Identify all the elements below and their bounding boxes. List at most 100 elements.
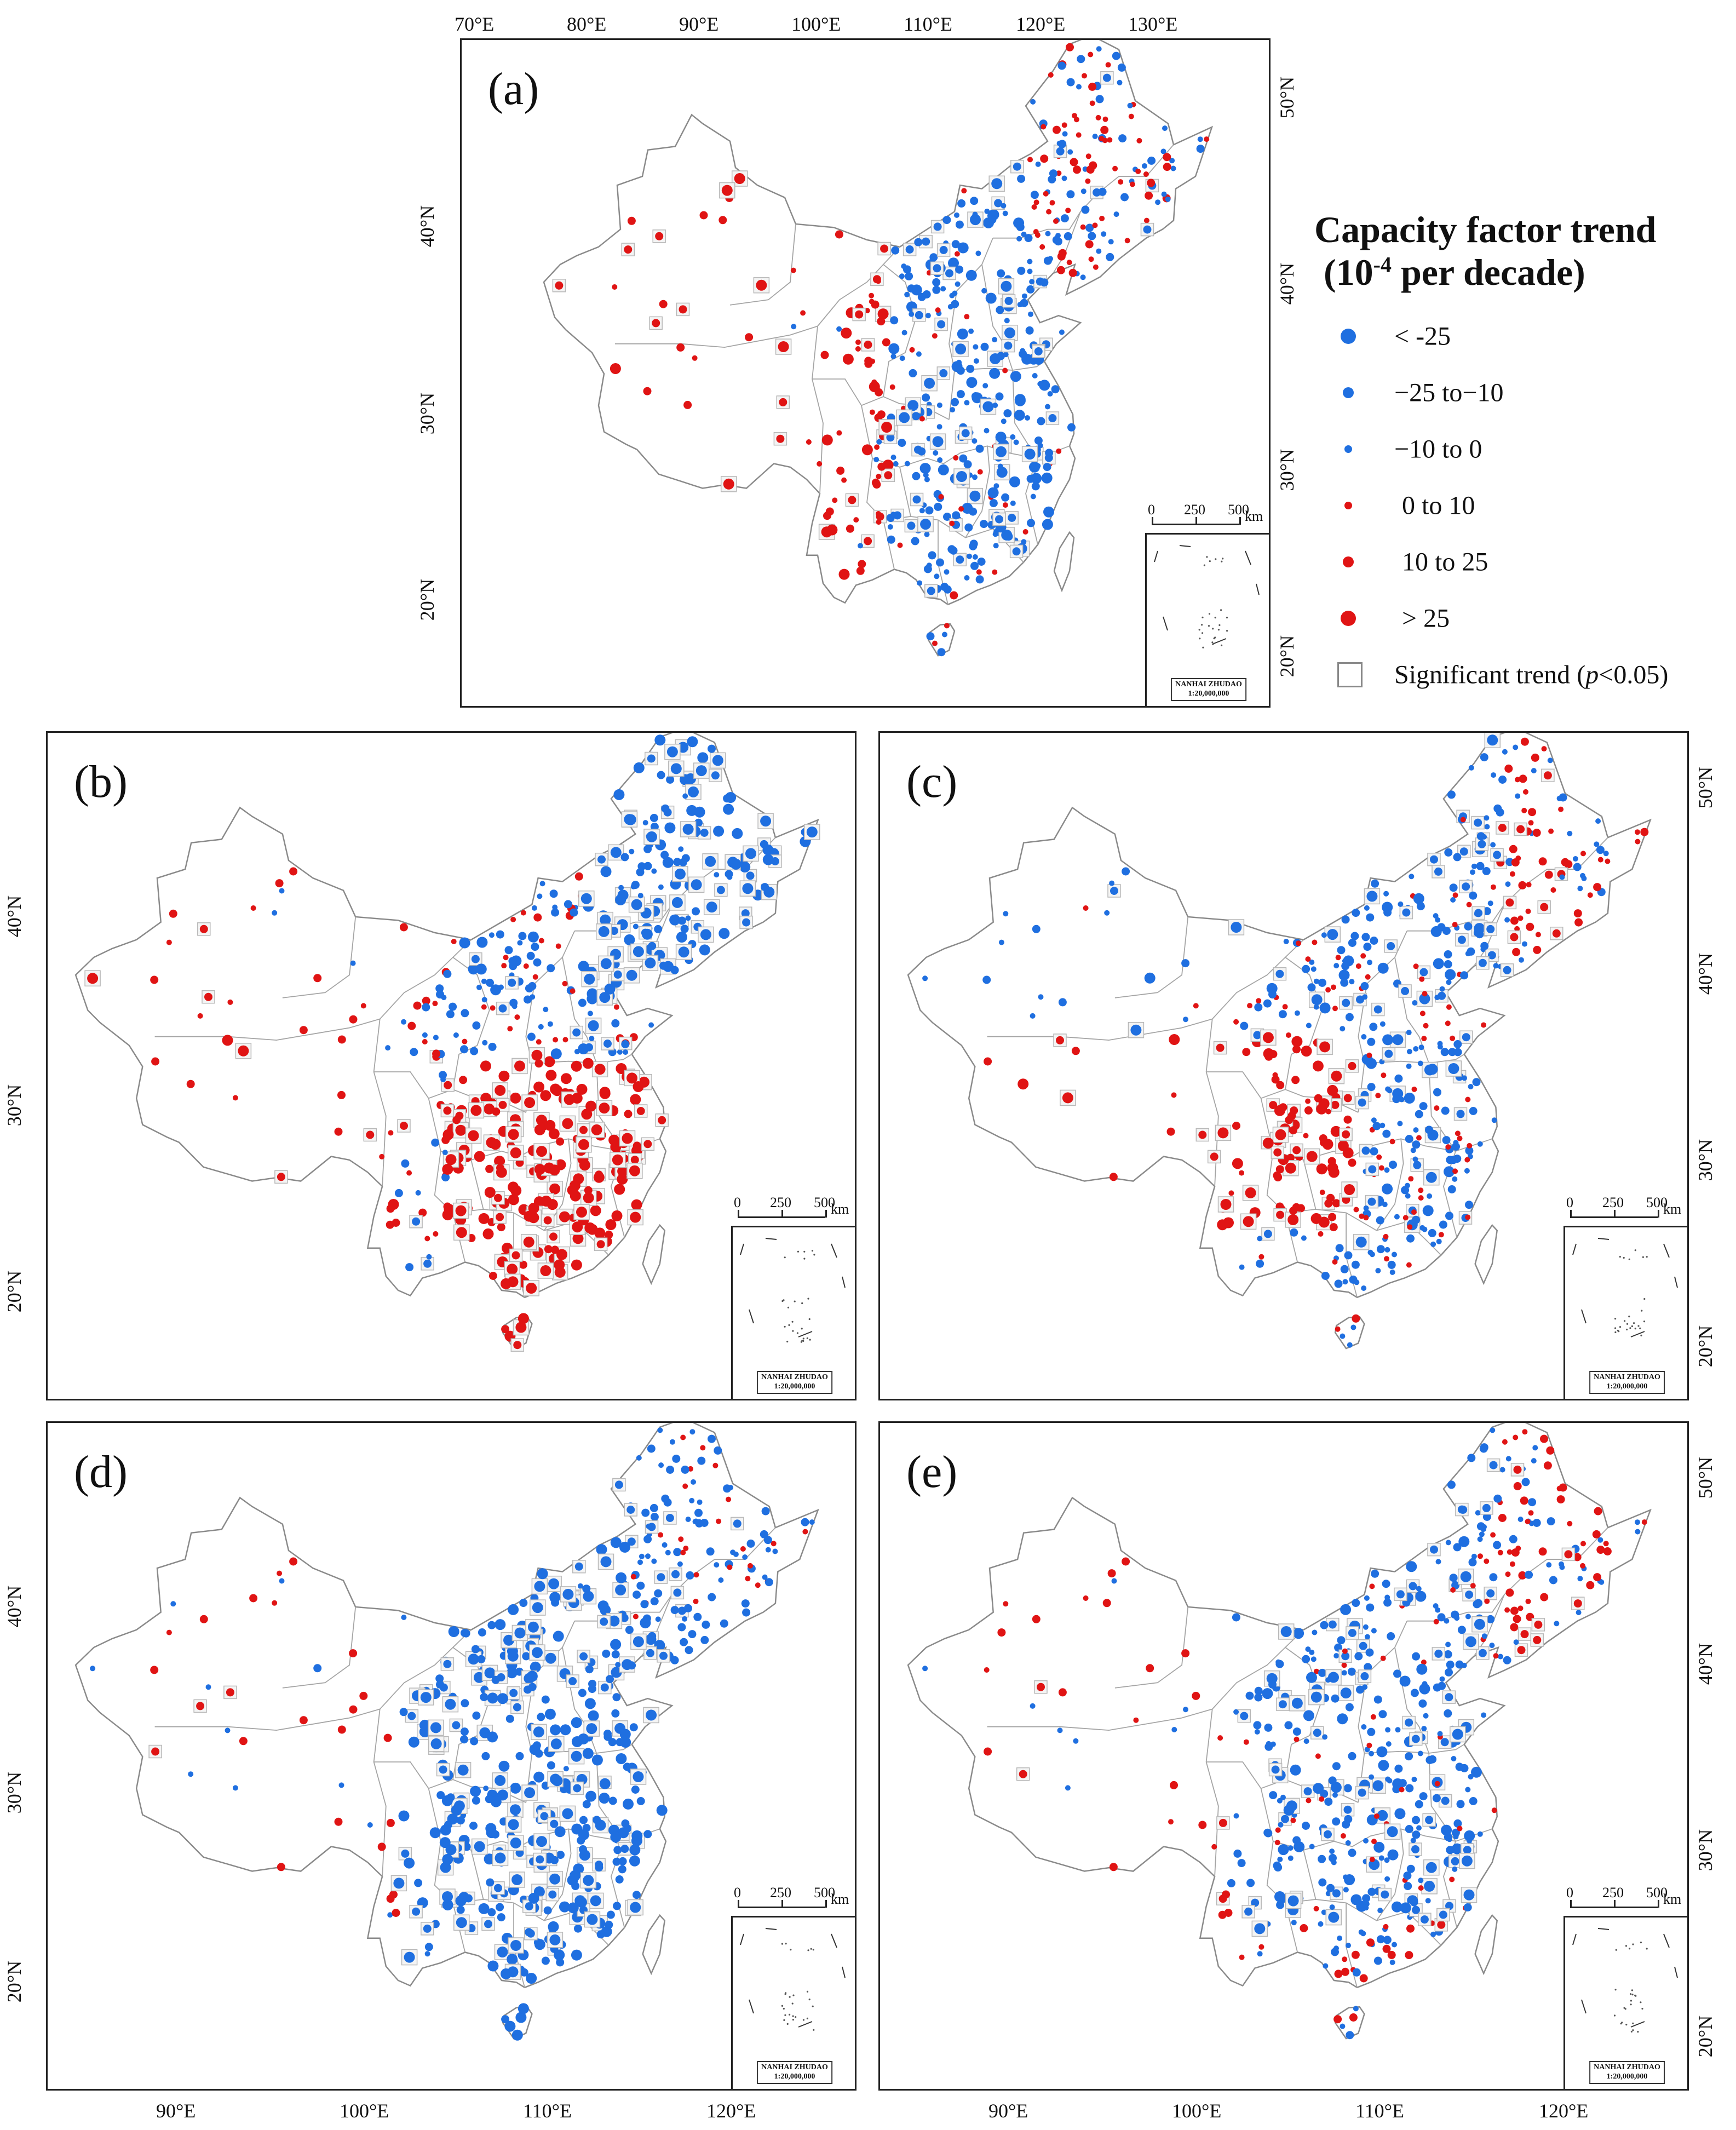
- station-dot: [435, 984, 444, 993]
- station-dot: [1493, 804, 1502, 813]
- station-dot: [1270, 1741, 1276, 1747]
- station-dot: [1378, 1855, 1384, 1861]
- station-dot: [1211, 1844, 1217, 1850]
- station-dot: [1535, 932, 1541, 938]
- station-dot: [911, 537, 919, 546]
- station-dot: [442, 1163, 453, 1175]
- inset-caption-e: NANHAI ZHUDAO 1:20,000,000: [1589, 2061, 1665, 2084]
- station-dot: [650, 1513, 659, 1521]
- station-dot: [1489, 1573, 1498, 1582]
- station-dot: [204, 992, 212, 1001]
- station-dot: [540, 1265, 551, 1276]
- station-dot: [726, 1496, 732, 1502]
- station-dot: [1302, 964, 1310, 973]
- station-dot: [938, 494, 944, 500]
- scalebar-label: 250: [1184, 502, 1205, 518]
- station-dot: [1232, 1158, 1243, 1169]
- station-dot: [1383, 1936, 1392, 1944]
- station-dot: [1370, 937, 1378, 945]
- station-dot: [1517, 915, 1524, 921]
- station-dot: [711, 771, 720, 780]
- station-dot: [1361, 1724, 1367, 1730]
- station-dot: [842, 353, 854, 365]
- station-dot: [1423, 1713, 1429, 1719]
- china-map-a: [543, 40, 1214, 657]
- station-dot: [1445, 1641, 1451, 1647]
- station-dot: [926, 632, 935, 641]
- station-dot: [970, 197, 979, 205]
- station-dot: [1366, 1052, 1372, 1058]
- station-dot: [580, 893, 592, 904]
- station-dot: [742, 1608, 751, 1617]
- station-dot: [1439, 1220, 1447, 1229]
- station-dot: [1405, 1193, 1411, 1199]
- station-dot: [662, 1542, 668, 1548]
- station-dot: [279, 888, 285, 894]
- scalebar-label: 250: [770, 1885, 791, 1901]
- station-dot: [549, 1183, 561, 1195]
- station-dot: [733, 1551, 739, 1557]
- station-dot: [1513, 744, 1519, 750]
- station-dot: [1029, 279, 1035, 285]
- station-dot: [984, 1747, 992, 1756]
- province-boundary: [373, 1709, 387, 1877]
- station-dot: [508, 1194, 519, 1205]
- station-dot: [809, 1519, 815, 1525]
- station-dot: [972, 554, 978, 560]
- station-dot: [1196, 145, 1205, 153]
- station-dot: [1389, 1161, 1397, 1169]
- station-dot: [571, 1750, 582, 1762]
- station-dot: [511, 1251, 520, 1260]
- station-dot: [1478, 1649, 1487, 1657]
- station-dot: [430, 1722, 441, 1733]
- station-dot: [232, 1095, 238, 1101]
- station-dot: [1532, 1445, 1538, 1451]
- station-dot: [957, 199, 966, 208]
- station-dot: [1373, 1813, 1379, 1819]
- station-dot: [582, 1800, 591, 1809]
- station-dot: [1313, 1729, 1321, 1737]
- station-dot: [666, 1466, 675, 1474]
- province-boundary: [543, 1829, 572, 1921]
- station-dot: [648, 1022, 654, 1028]
- station-dot: [1387, 1826, 1398, 1838]
- station-dot: [1038, 994, 1044, 1000]
- station-dot: [1344, 1251, 1353, 1260]
- station-dot: [802, 1529, 808, 1535]
- station-dot: [1412, 1652, 1421, 1661]
- station-dot: [1453, 1040, 1462, 1048]
- station-dot: [585, 1665, 594, 1674]
- station-dot: [1088, 232, 1096, 240]
- station-dot: [614, 1480, 623, 1489]
- station-dot: [419, 1719, 430, 1731]
- station-dot: [966, 377, 978, 388]
- lon-tick-label: 110°E: [904, 13, 953, 35]
- station-dot: [630, 1574, 636, 1580]
- station-dot: [543, 1216, 552, 1225]
- station-dot: [1511, 858, 1520, 867]
- station-dot: [549, 1592, 561, 1603]
- station-dot: [1476, 862, 1485, 870]
- station-dot: [1641, 1519, 1647, 1525]
- station-dot: [932, 285, 941, 294]
- station-dot: [1478, 840, 1486, 848]
- station-dot: [1505, 898, 1514, 907]
- station-dot: [877, 317, 886, 326]
- station-dot: [436, 1791, 445, 1800]
- station-dot: [1278, 1010, 1287, 1019]
- station-dot: [611, 1210, 623, 1221]
- lon-tick-label: 120°E: [706, 2100, 756, 2122]
- station-dot: [1013, 162, 1021, 171]
- station-dot: [629, 1165, 640, 1176]
- station-dot: [584, 973, 595, 985]
- station-dot: [761, 1507, 770, 1515]
- station-dot: [1243, 1216, 1254, 1227]
- station-dot: [1534, 1620, 1543, 1629]
- station-dot: [714, 872, 720, 878]
- station-dot: [1473, 1600, 1481, 1609]
- station-dot: [1343, 1887, 1349, 1893]
- station-dot: [1364, 1663, 1372, 1672]
- station-dot: [593, 1172, 605, 1183]
- station-dot: [745, 1576, 751, 1582]
- scalebar-label: 500: [814, 1885, 835, 1901]
